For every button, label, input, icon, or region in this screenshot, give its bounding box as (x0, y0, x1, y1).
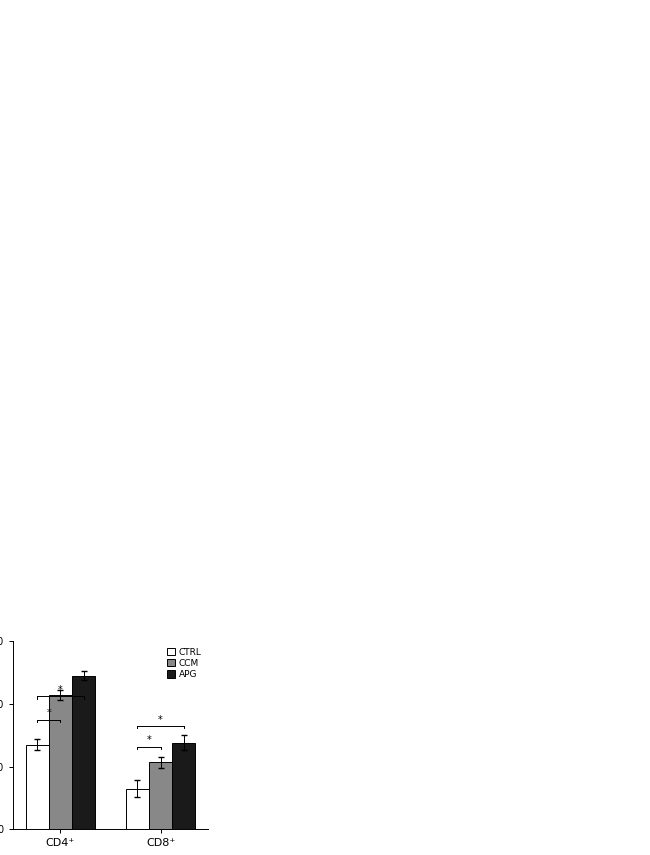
Legend: CTRL, CCM, APG: CTRL, CCM, APG (165, 646, 203, 681)
Bar (49, 694, 72, 829)
Bar (72, 675, 95, 829)
Bar (172, 743, 196, 829)
Text: *: * (158, 715, 163, 725)
Bar (126, 788, 149, 829)
Bar (149, 763, 172, 829)
Text: *: * (58, 685, 63, 695)
Text: *: * (46, 709, 51, 718)
Bar (25, 745, 49, 829)
Text: *: * (147, 735, 151, 746)
